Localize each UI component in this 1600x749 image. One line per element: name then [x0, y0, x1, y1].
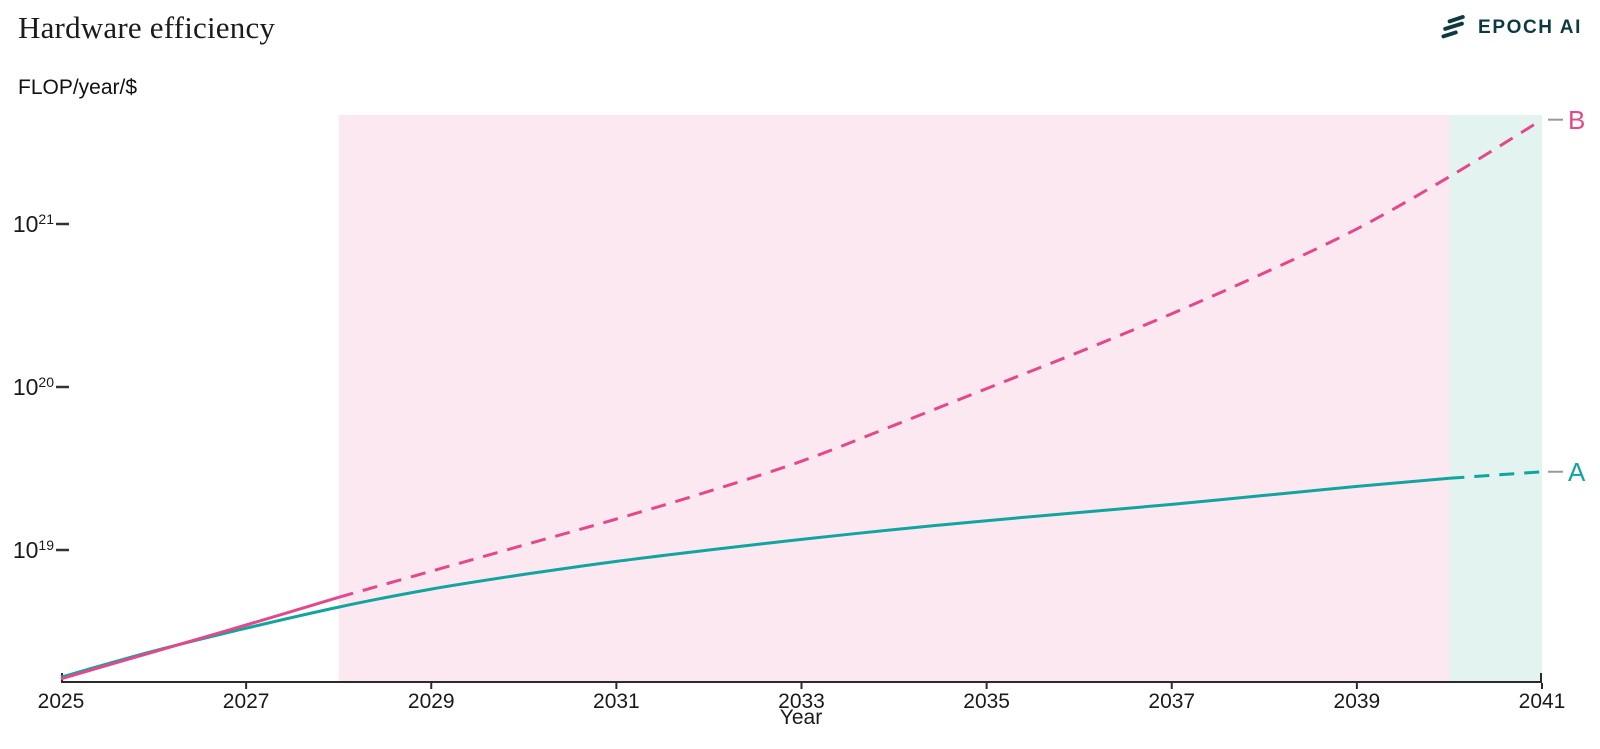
- brand-logo: EPOCH AI: [1439, 12, 1582, 44]
- epoch-ai-logo-icon: [1441, 15, 1465, 39]
- y-tick-label: 1020: [0, 372, 54, 405]
- page-title: Hardware efficiency: [18, 10, 276, 45]
- y-tick-exponent: 20: [38, 374, 54, 390]
- series-line-solid-a: [60, 476, 1450, 679]
- y-tick-exponent: 19: [38, 537, 54, 553]
- y-axis-unit-label: FLOP/year/$: [18, 76, 138, 99]
- series-label-a: A: [1568, 456, 1586, 487]
- y-tick-label: 1021: [0, 209, 54, 242]
- series-label-b: B: [1568, 104, 1586, 135]
- y-tick-label: 1019: [0, 535, 54, 568]
- x-tick-label: 2033: [778, 690, 825, 713]
- x-tick-label: 2031: [593, 690, 640, 713]
- x-tick-label: 2029: [407, 690, 455, 713]
- x-tick-label: 2037: [1148, 690, 1196, 713]
- x-tick-label: 2025: [37, 690, 85, 713]
- y-tick-base: 10: [12, 374, 39, 400]
- y-tick-exponent: 21: [38, 211, 54, 227]
- shaded-region: [338, 115, 1450, 681]
- series-line-dashed-a: [1449, 470, 1543, 480]
- x-tick-label: 2041: [1518, 690, 1566, 713]
- x-tick-label: 2027: [222, 690, 270, 713]
- series-line-solid-b: [60, 595, 340, 681]
- x-axis-title: Year: [779, 706, 823, 729]
- y-tick-base: 10: [12, 211, 39, 237]
- x-tick-label: 2039: [1333, 690, 1381, 713]
- y-tick-base: 10: [12, 537, 39, 563]
- shaded-region: [1449, 115, 1542, 681]
- brand-name: EPOCH AI: [1478, 17, 1582, 38]
- series-line-dashed-b: [338, 118, 1543, 599]
- x-tick-label: 2035: [963, 690, 1010, 713]
